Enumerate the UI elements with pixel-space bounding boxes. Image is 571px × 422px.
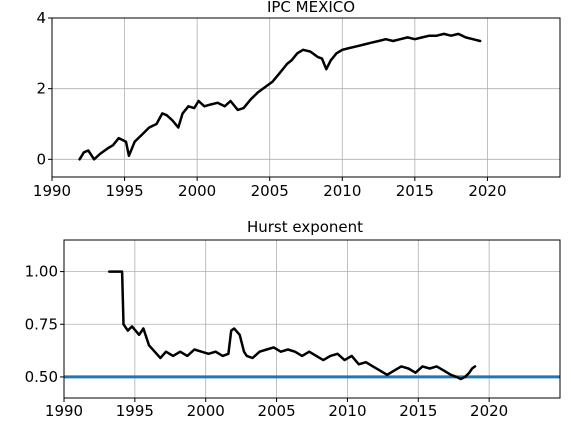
chart-title: IPC MEXICO <box>267 0 355 16</box>
x-tick-label: 1995 <box>105 182 143 200</box>
grid-y <box>64 271 560 378</box>
y-tick-label: 0.50 <box>25 368 58 386</box>
series <box>108 270 477 381</box>
y-tick-label: 0 <box>36 150 46 168</box>
y-tick-label: 2 <box>36 80 46 98</box>
y-ticks: 0.50 0.75 1.00 <box>25 263 64 386</box>
y-ticks: 0 2 4 <box>36 9 52 168</box>
x-tick-label: 2000 <box>178 182 216 200</box>
axes-frame <box>51 17 561 178</box>
x-tick-label: 2015 <box>396 182 434 200</box>
x-tick-label: 2010 <box>323 182 361 200</box>
x-tick-label: 1990 <box>33 182 71 200</box>
x-tick-label: 2020 <box>470 402 508 420</box>
x-tick-label: 2005 <box>257 402 295 420</box>
x-tick-label: 1990 <box>45 402 83 420</box>
x-tick-label: 2010 <box>328 402 366 420</box>
y-tick-label: 4 <box>36 9 46 27</box>
chart-title: Hurst exponent <box>247 218 363 236</box>
axes-frame <box>63 239 561 399</box>
x-tick-label: 2015 <box>399 402 437 420</box>
grid-x <box>51 18 488 177</box>
x-tick-label: 2005 <box>251 182 289 200</box>
series-line <box>108 270 477 381</box>
series <box>78 32 482 161</box>
x-ticks: 1990 1995 2000 2005 2010 2015 2020 <box>33 177 507 200</box>
y-tick-label: 0.75 <box>25 315 58 333</box>
x-tick-label: 2000 <box>187 402 225 420</box>
grid-y <box>52 17 560 160</box>
series-line <box>78 32 482 161</box>
y-tick-label: 1.00 <box>25 263 58 281</box>
chart-ipc-mexico: IPC MEXICO 1990 1995 2000 2005 2010 2015 2020 … <box>33 0 561 200</box>
chart-hurst-exponent: Hurst exponent 1990 1995 2000 2005 2010 2015 2… <box>25 218 561 420</box>
grid-x <box>63 240 490 398</box>
x-ticks: 1990 1995 2000 2005 2010 2015 2020 <box>45 398 508 420</box>
x-tick-label: 2020 <box>468 182 506 200</box>
x-tick-label: 1995 <box>116 402 154 420</box>
